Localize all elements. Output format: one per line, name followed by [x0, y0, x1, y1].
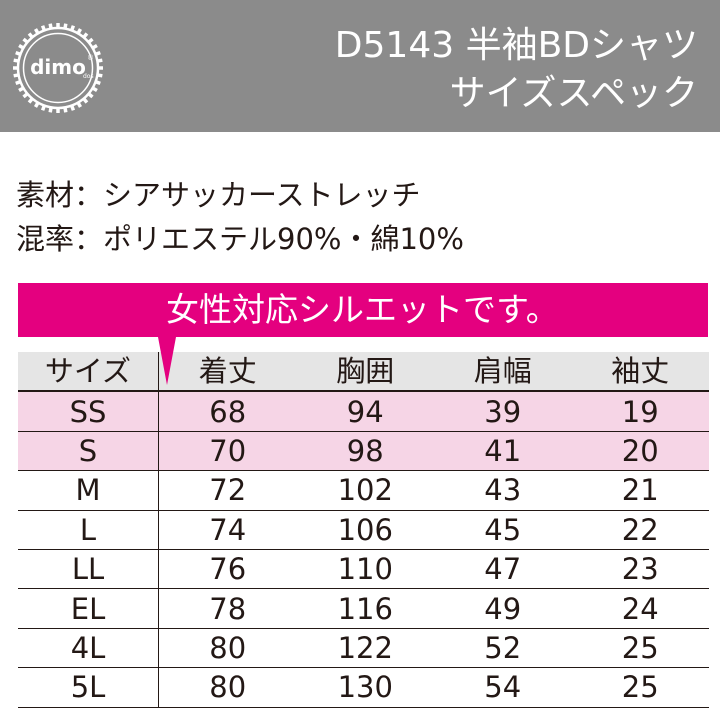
table-row: L 74 106 45 22	[18, 510, 709, 550]
cell-length: 78	[158, 588, 297, 629]
callout-text: 女性対応シルエットです。	[166, 290, 559, 329]
cell-size: 4L	[18, 628, 159, 669]
cell-shoulder: 39	[434, 391, 572, 432]
cell-size: M	[18, 470, 159, 511]
cell-sleeve: 25	[571, 628, 709, 669]
dimo-logo: dimo ® dos	[13, 23, 103, 113]
material-specs: 素材：シアサッカーストレッチ 混率：ポリエステル90%・綿10%	[16, 173, 464, 261]
cell-length: 80	[158, 628, 297, 669]
cell-length: 72	[158, 470, 297, 511]
cell-shoulder: 45	[434, 510, 572, 550]
cell-size: 5L	[18, 667, 159, 708]
cell-size: EL	[18, 588, 159, 629]
cell-shoulder: 54	[434, 667, 572, 708]
table-row: LL 76 110 47 23	[18, 549, 709, 590]
header-sleeve: 袖丈	[571, 352, 709, 393]
cell-chest: 102	[296, 470, 434, 511]
cell-chest: 130	[296, 667, 434, 708]
table-row: 5L 80 130 54 25	[18, 667, 709, 708]
logo-wordmark: dimo	[30, 55, 86, 79]
header-chest: 胸囲	[296, 352, 434, 393]
logo-sub-text: dos	[83, 73, 94, 80]
cell-length: 80	[158, 667, 297, 708]
size-spec-table: サイズ 着丈 胸囲 肩幅 袖丈 SS 68 94 39 19 S 70 98 41 20 M 72 10…	[18, 352, 709, 708]
cell-shoulder: 47	[434, 549, 572, 590]
cell-length: 68	[158, 391, 297, 432]
table-row: S 70 98 41 20	[18, 431, 709, 472]
cell-sleeve: 25	[571, 667, 709, 708]
callout-pointer	[158, 337, 176, 385]
cell-length: 70	[158, 431, 297, 472]
cell-sleeve: 21	[571, 470, 709, 511]
cell-chest: 106	[296, 510, 434, 550]
header-banner: dimo ® dos D5143 半袖BDシャツ サイズスペック	[0, 0, 720, 132]
cell-chest: 122	[296, 628, 434, 669]
cell-chest: 94	[296, 391, 434, 432]
cell-shoulder: 41	[434, 431, 572, 472]
cell-sleeve: 22	[571, 510, 709, 550]
cell-shoulder: 43	[434, 470, 572, 511]
cell-size: L	[18, 510, 159, 550]
table-row: 4L 80 122 52 25	[18, 628, 709, 669]
cell-chest: 110	[296, 549, 434, 590]
section-title: サイズスペック	[449, 73, 698, 114]
logo-registered-mark: ®	[87, 54, 94, 62]
table-row: SS 68 94 39 19	[18, 391, 709, 432]
header-shoulder: 肩幅	[434, 352, 572, 393]
cell-shoulder: 49	[434, 588, 572, 629]
product-title: D5143 半袖BDシャツ	[334, 25, 698, 66]
material-line: 素材：シアサッカーストレッチ	[16, 178, 421, 212]
cell-sleeve: 19	[571, 391, 709, 432]
women-fit-callout: 女性対応シルエットです。	[18, 283, 708, 337]
page-title: D5143 半袖BDシャツ サイズスペック	[335, 22, 698, 118]
table-header-row: サイズ 着丈 胸囲 肩幅 袖丈	[18, 352, 709, 393]
table-row: EL 78 116 49 24	[18, 588, 709, 629]
cell-size: S	[18, 431, 159, 472]
header-size: サイズ	[18, 352, 159, 393]
cell-sleeve: 23	[571, 549, 709, 590]
table-row: M 72 102 43 21	[18, 470, 709, 511]
blend-ratio-line: 混率：ポリエステル90%・綿10%	[16, 222, 464, 256]
cell-chest: 98	[296, 431, 434, 472]
cell-shoulder: 52	[434, 628, 572, 669]
cell-chest: 116	[296, 588, 434, 629]
cell-sleeve: 24	[571, 588, 709, 629]
cell-length: 74	[158, 510, 297, 550]
header-length: 着丈	[158, 352, 297, 393]
cell-sleeve: 20	[571, 431, 709, 472]
cell-size: SS	[18, 391, 159, 432]
cell-size: LL	[18, 549, 159, 590]
cell-length: 76	[158, 549, 297, 590]
